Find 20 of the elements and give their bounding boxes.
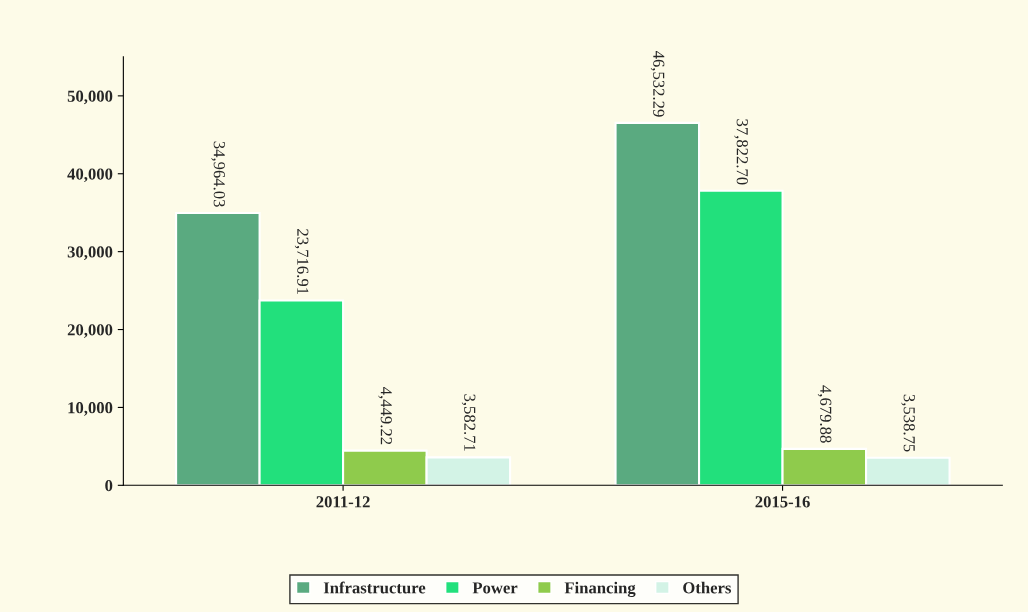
legend-label: Others bbox=[683, 581, 732, 594]
data-label: 46,532.29 bbox=[650, 50, 665, 117]
y-tick-label: 50,000 bbox=[67, 90, 113, 105]
data-label: 37,822.70 bbox=[734, 119, 748, 185]
y-tick-label: 20,000 bbox=[67, 324, 113, 338]
data-label: 34,964.03 bbox=[211, 141, 225, 207]
legend-label: Power bbox=[472, 582, 518, 594]
data-label: 4,449.22 bbox=[378, 387, 392, 445]
legend-label: Infrastructure bbox=[323, 581, 426, 594]
y-tick-label: 30,000 bbox=[67, 246, 113, 261]
data-label: 4,679.88 bbox=[817, 385, 832, 443]
data-label: 23,716.91 bbox=[294, 229, 309, 295]
y-tick-label: 0 bbox=[105, 480, 113, 492]
data-label: 3,582.71 bbox=[461, 394, 476, 451]
x-tick-label: 2011-12 bbox=[316, 496, 370, 508]
y-tick-label: 10,000 bbox=[68, 402, 113, 416]
legend-label: Financing bbox=[564, 581, 636, 597]
data-label: 3,538.75 bbox=[901, 394, 915, 452]
x-tick-label: 2015-16 bbox=[755, 496, 810, 508]
y-tick-label: 40,000 bbox=[67, 168, 113, 183]
